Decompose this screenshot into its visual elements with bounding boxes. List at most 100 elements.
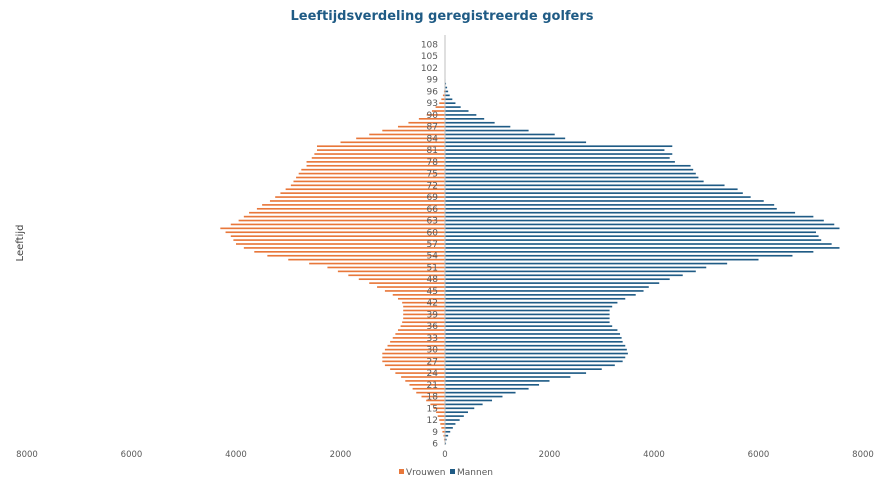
y-tick-66: 66 [427, 205, 439, 215]
bar-vrouwen-age-42 [402, 301, 445, 304]
bar-vrouwen-age-14 [436, 411, 445, 414]
bar-vrouwen-age-28 [382, 356, 445, 359]
bar-mannen-age-31 [445, 344, 626, 347]
x-tick-2000: 2000 [539, 450, 561, 460]
bar-mannen-age-48 [445, 278, 670, 281]
legend-label-mannen: Mannen [457, 468, 493, 478]
y-tick-72: 72 [427, 181, 438, 191]
bar-mannen-age-13 [445, 415, 464, 417]
bar-mannen-age-68 [445, 200, 764, 202]
bar-vrouwen-age-73 [293, 180, 445, 183]
bar-mannen-age-97 [445, 86, 448, 89]
bar-mannen-age-16 [445, 403, 483, 406]
bar-vrouwen-age-79 [311, 157, 445, 159]
y-tick-24: 24 [427, 369, 439, 379]
bar-vrouwen-age-54 [267, 254, 445, 257]
bar-mannen-age-54 [445, 254, 793, 257]
y-tick-21: 21 [427, 381, 438, 391]
bar-mannen-age-64 [445, 215, 814, 218]
bar-vrouwen-age-21 [409, 384, 445, 386]
bar-mannen-age-29 [445, 352, 628, 355]
bar-mannen-age-96 [445, 90, 449, 93]
bar-vrouwen-age-49 [348, 274, 445, 277]
legend-label-vrouwen: Vrouwen [406, 468, 445, 478]
bar-mannen-age-86 [445, 129, 529, 132]
bar-vrouwen-age-13 [437, 415, 445, 417]
y-tick-57: 57 [427, 240, 438, 250]
bar-vrouwen-age-41 [403, 305, 445, 308]
y-tick-108: 108 [421, 41, 438, 51]
bar-mannen-age-78 [445, 161, 675, 163]
bar-mannen-age-61 [445, 227, 840, 230]
bar-mannen-age-34 [445, 333, 621, 335]
bar-vrouwen-age-64 [243, 215, 445, 218]
y-tick-48: 48 [427, 275, 439, 285]
bar-mannen-age-12 [445, 419, 460, 421]
bar-mannen-age-49 [445, 274, 683, 277]
bar-vrouwen-age-69 [275, 196, 445, 198]
x-tick-labels: 8000 6000 4000 2000 0 2000 4000 6000 8000 [16, 450, 874, 460]
bar-mannen-age-19 [445, 391, 516, 394]
bar-mannen-age-73 [445, 180, 704, 183]
bar-mannen-age-8 [445, 434, 449, 437]
bar-vrouwen-age-66 [256, 207, 445, 210]
bar-mannen-age-46 [445, 286, 649, 288]
y-tick-63: 63 [427, 217, 438, 227]
bar-vrouwen-age-70 [280, 192, 445, 194]
bar-mannen-age-58 [445, 239, 822, 241]
bar-vrouwen-age-34 [395, 333, 445, 335]
bar-vrouwen-age-53 [288, 258, 445, 261]
bar-vrouwen-age-71 [285, 188, 445, 191]
y-tick-36: 36 [427, 322, 439, 332]
bar-vrouwen-age-33 [392, 337, 445, 339]
bar-vrouwen-age-68 [269, 200, 445, 202]
bar-mannen-age-89 [445, 118, 485, 120]
bar-vrouwen-age-32 [390, 340, 445, 343]
bar-vrouwen-age-22 [405, 380, 445, 382]
bar-vrouwen-age-86 [382, 129, 445, 132]
bar-vrouwen-age-90 [426, 114, 445, 116]
y-tick-105: 105 [421, 52, 438, 62]
y-tick-39: 39 [427, 310, 439, 320]
bar-mannen-age-93 [445, 102, 456, 104]
y-axis-label: Leeftijd [15, 225, 26, 262]
y-tick-75: 75 [427, 170, 438, 180]
bar-vrouwen-age-35 [397, 329, 445, 331]
bar-mannen-age-60 [445, 231, 816, 234]
bar-mannen-age-22 [445, 380, 550, 382]
bar-mannen-age-71 [445, 188, 738, 191]
bar-vrouwen-age-96 [443, 90, 445, 93]
bar-mannen-age-53 [445, 258, 759, 261]
bar-mannen-age-88 [445, 121, 495, 124]
bar-mannen-age-27 [445, 360, 623, 363]
bar-mannen-age-52 [445, 262, 728, 265]
bar-mannen-age-84 [445, 137, 566, 140]
y-tick-6: 6 [432, 440, 438, 450]
bar-mannen-age-38 [445, 317, 610, 320]
bar-vrouwen-age-92 [435, 106, 445, 108]
bar-mannen-age-37 [445, 321, 610, 324]
bar-mannen-age-23 [445, 376, 571, 378]
y-tick-42: 42 [427, 299, 438, 309]
bar-mannen-age-69 [445, 196, 751, 198]
bar-mannen-age-17 [445, 399, 493, 402]
x-tick-8000: 8000 [852, 450, 874, 460]
bar-mannen-age-36 [445, 325, 613, 327]
chart-title: Leeftijdsverdeling geregistreerde golfer… [290, 9, 593, 24]
bar-vrouwen-age-24 [395, 372, 445, 374]
bar-mannen-age-74 [445, 176, 699, 179]
bar-mannen-age-82 [445, 145, 673, 148]
y-tick-12: 12 [427, 416, 438, 426]
y-tick-60: 60 [427, 228, 439, 238]
y-tick-labels: 6912151821242730333639424548515457606366… [421, 41, 438, 450]
bar-vrouwen-age-43 [397, 297, 445, 300]
x-tick-4000: 4000 [643, 450, 665, 460]
bar-vrouwen-age-39 [403, 313, 445, 316]
bar-mannen-age-98 [445, 82, 447, 85]
bar-vrouwen-age-26 [384, 364, 445, 367]
y-tick-90: 90 [427, 111, 439, 121]
bar-vrouwen-age-18 [421, 395, 445, 398]
bar-vrouwen-age-88 [408, 121, 445, 124]
bar-vrouwen-age-57 [236, 243, 445, 245]
